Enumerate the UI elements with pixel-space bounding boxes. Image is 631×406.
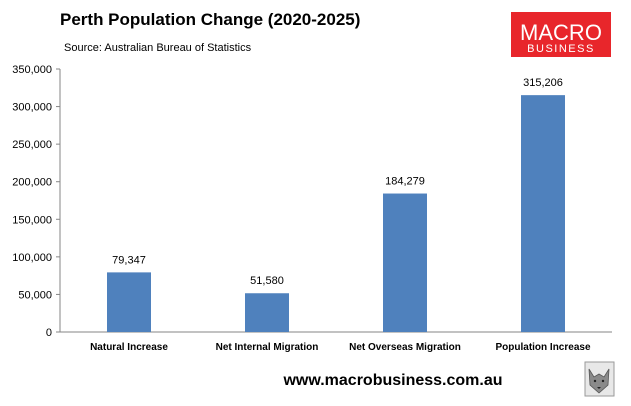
bar <box>383 193 427 332</box>
macrobusiness-logo: MACRO BUSINESS <box>511 12 611 57</box>
data-label: 184,279 <box>385 176 425 188</box>
y-tick-label: 150,000 <box>12 214 52 226</box>
y-tick-label: 200,000 <box>12 177 52 189</box>
website-url: www.macrobusiness.com.au <box>282 372 502 389</box>
logo-line-2: BUSINESS <box>527 43 595 55</box>
y-tick-label: 350,000 <box>12 64 52 76</box>
y-tick-label: 0 <box>46 327 52 339</box>
category-labels: Natural Increase Net Internal Migration Ne… <box>90 342 591 353</box>
logo-line-1: MACRO <box>520 20 602 45</box>
bars <box>107 95 565 332</box>
chart-subtitle: Source: Australian Bureau of Statistics <box>64 42 252 54</box>
y-axis-ticks: 0 50,000 100,000 150,000 200,000 250,000 300,0… <box>12 64 60 339</box>
y-tick-label: 300,000 <box>12 102 52 114</box>
data-label: 51,580 <box>250 275 284 287</box>
wolf-icon <box>584 361 615 397</box>
y-tick-label: 250,000 <box>12 139 52 151</box>
y-tick-label: 50,000 <box>18 289 52 301</box>
data-label: 79,347 <box>112 254 146 266</box>
bar <box>245 293 289 332</box>
chart-title: Perth Population Change (2020-2025) <box>60 10 360 29</box>
y-tick-label: 100,000 <box>12 252 52 264</box>
bar <box>107 272 151 332</box>
category-label: Net Overseas Migration <box>349 342 461 353</box>
category-label: Net Internal Migration <box>216 342 319 353</box>
plot-area: 0 50,000 100,000 150,000 200,000 250,000 300,0… <box>12 64 612 353</box>
bar <box>521 95 565 332</box>
data-labels: 79,347 51,580 184,279 315,206 <box>112 77 563 287</box>
category-label: Population Increase <box>495 342 590 353</box>
category-label: Natural Increase <box>90 342 168 353</box>
logo-background <box>511 12 611 57</box>
data-label: 315,206 <box>523 77 563 89</box>
